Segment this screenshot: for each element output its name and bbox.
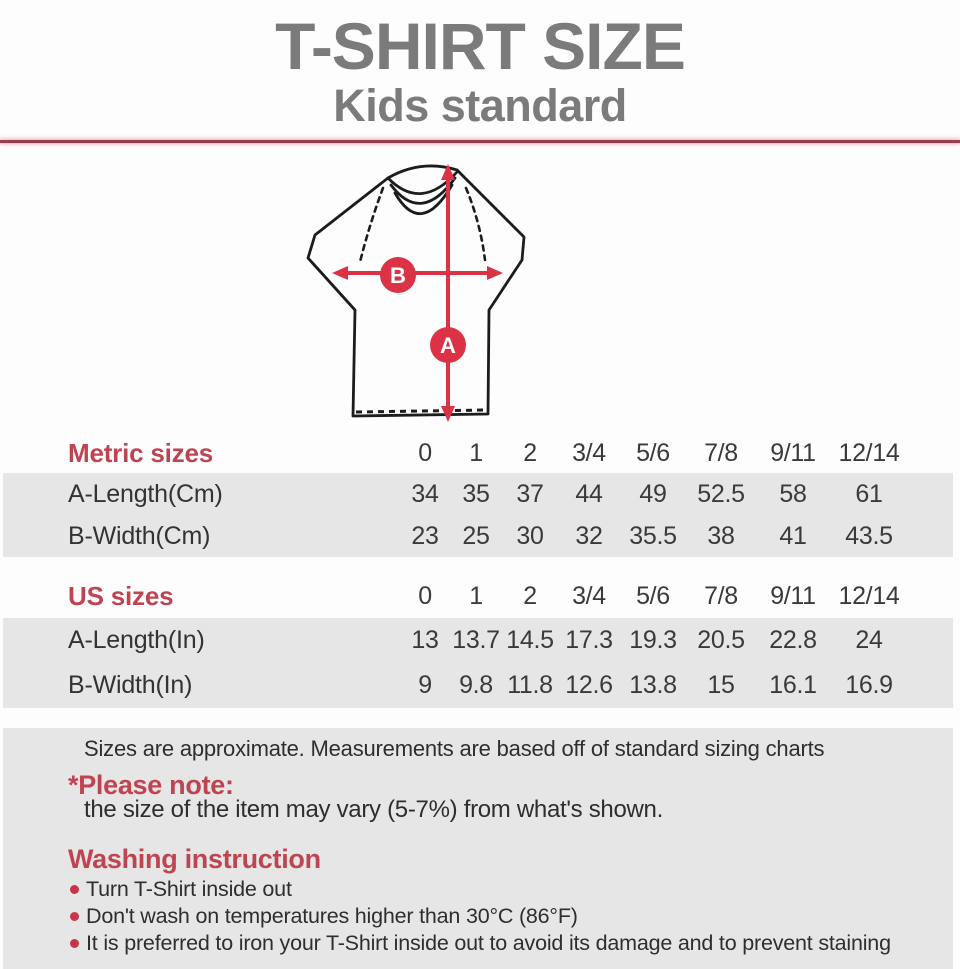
right-sleeve-seam — [464, 186, 487, 262]
notes-band — [3, 728, 953, 969]
washing-item-text: It is preferred to iron your T-Shirt ins… — [86, 931, 891, 955]
washing-item-text: Don't wash on temperatures higher than 3… — [86, 904, 578, 928]
us-values-band — [3, 618, 953, 708]
tshirt-outline — [306, 168, 526, 418]
value-cell: 37 — [516, 479, 544, 508]
notes-section: Sizes are approximate. Measurements are … — [0, 728, 960, 969]
value-cell: 15 — [707, 671, 735, 699]
table-row-width-cm: B-Width(Cm) 23 25 30 32 35.5 38 41 43.5 — [0, 515, 960, 557]
value-cell: 32 — [575, 521, 603, 550]
size-header-cell: 1 — [469, 438, 483, 467]
row-label: B-Width(In) — [68, 671, 193, 699]
value-cell: 16.9 — [845, 671, 893, 699]
page-title: T-SHIRT SIZE — [275, 9, 686, 83]
washing-item-text: Turn T-Shirt inside out — [86, 877, 292, 901]
value-cell: 11.8 — [507, 671, 553, 699]
value-cell: 25 — [462, 521, 490, 550]
metric-sizes-label: Metric sizes — [68, 437, 214, 468]
value-cell: 22.8 — [769, 626, 817, 654]
value-cell: 49 — [639, 479, 667, 508]
value-cell: 24 — [855, 626, 883, 654]
value-cell: 35 — [462, 479, 490, 508]
size-header-cell: 7/8 — [704, 438, 738, 467]
list-item: Turn T-Shirt inside out — [70, 876, 950, 903]
size-header-cell: 2 — [523, 438, 537, 467]
value-cell: 34 — [411, 479, 439, 508]
value-cell: 30 — [516, 521, 544, 550]
size-header-cell: 2 — [523, 582, 537, 610]
size-header-cell: 1 — [469, 582, 483, 610]
value-cell: 58 — [779, 479, 807, 508]
value-cell: 23 — [411, 521, 439, 550]
size-header-cell: 12/14 — [838, 582, 900, 610]
value-cell: 9.8 — [459, 671, 493, 699]
value-cell: 52.5 — [697, 479, 745, 508]
value-cell: 14.5 — [506, 626, 554, 654]
size-header-cell: 9/11 — [770, 582, 816, 610]
left-sleeve-seam — [358, 186, 385, 264]
us-sizes-label: US sizes — [68, 581, 174, 611]
value-cell: 13.7 — [452, 626, 500, 654]
value-cell: 17.3 — [565, 626, 613, 654]
value-cell: 35.5 — [629, 521, 677, 550]
row-label: A-Length(Cm) — [68, 479, 223, 508]
length-badge-label: A — [440, 333, 456, 358]
length-badge — [430, 327, 466, 363]
disclaimer-text: Sizes are approximate. Measurements are … — [84, 736, 825, 761]
hem-dashed-line — [355, 408, 488, 414]
value-cell: 13.8 — [629, 671, 677, 699]
value-cell: 44 — [575, 479, 603, 508]
red-divider — [0, 140, 960, 143]
size-header-cell: 3/4 — [572, 582, 606, 610]
please-note-label: *Please note: — [68, 770, 234, 800]
value-cell: 43.5 — [845, 521, 893, 550]
table-row-us-header: US sizes 0 1 2 3/4 5/6 7/8 9/11 12/14 — [0, 575, 960, 618]
size-header-cell: 12/14 — [838, 438, 900, 467]
value-cell: 12.6 — [565, 671, 613, 699]
width-badge — [380, 257, 416, 293]
width-badge-label: B — [390, 263, 406, 288]
bullet-icon — [70, 885, 79, 894]
list-item: Don't wash on temperatures higher than 3… — [70, 903, 950, 930]
table-row-length-in: A-Length(In) 13 13.7 14.5 17.3 19.3 20.5… — [0, 618, 960, 663]
value-cell: 13 — [411, 626, 439, 654]
size-header-cell: 0 — [418, 438, 432, 467]
value-cell: 20.5 — [697, 626, 745, 654]
bullet-icon — [70, 939, 79, 948]
size-header-cell: 7/8 — [704, 582, 738, 610]
size-header-cell: 5/6 — [636, 582, 670, 610]
table-row-length-cm: A-Length(Cm) 34 35 37 44 49 52.5 58 61 — [0, 473, 960, 515]
size-header-cell: 0 — [418, 582, 432, 610]
row-label: B-Width(Cm) — [68, 521, 211, 550]
size-header-cell: 3/4 — [572, 438, 606, 467]
washing-instruction-list: Turn T-Shirt inside out Don't wash on te… — [70, 876, 950, 957]
value-cell: 38 — [707, 521, 735, 550]
page-subtitle: Kids standard — [333, 80, 627, 132]
list-item: It is preferred to iron your T-Shirt ins… — [70, 930, 950, 957]
row-label: A-Length(In) — [68, 626, 205, 654]
value-cell: 41 — [779, 521, 807, 550]
value-cell: 9 — [418, 671, 432, 699]
value-cell: 61 — [855, 479, 883, 508]
table-row-metric-header: Metric sizes 0 1 2 3/4 5/6 7/8 9/11 12/1… — [0, 434, 960, 472]
size-header-cell: 5/6 — [636, 438, 670, 467]
metric-values-band — [3, 473, 953, 557]
please-note-text: the size of the item may vary (5-7%) fro… — [84, 796, 663, 823]
washing-instruction-title: Washing instruction — [68, 844, 321, 874]
value-cell: 19.3 — [629, 626, 677, 654]
header: T-SHIRT SIZE Kids standard — [0, 9, 960, 132]
tshirt-measurement-diagram: B A — [306, 164, 526, 422]
bullet-icon — [70, 912, 79, 921]
table-row-width-in: B-Width(In) 9 9.8 11.8 12.6 13.8 15 16.1… — [0, 663, 960, 708]
value-cell: 16.1 — [769, 671, 817, 699]
size-header-cell: 9/11 — [770, 438, 816, 467]
